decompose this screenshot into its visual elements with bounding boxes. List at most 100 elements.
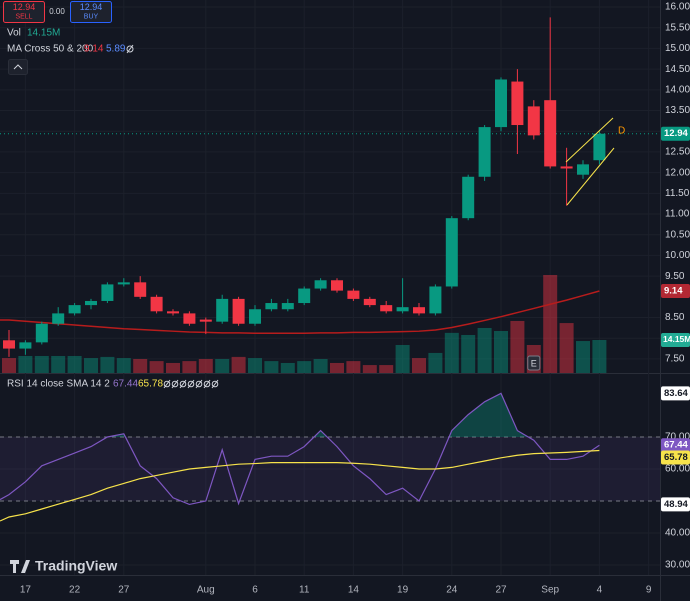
- x-tick-label: Sep: [541, 585, 559, 596]
- plot: E: [0, 17, 660, 522]
- candle-body: [396, 307, 409, 312]
- y-tick-label: 8.50: [665, 312, 685, 323]
- volume-bar: [330, 362, 344, 373]
- axis-value-label: 12.94: [664, 128, 688, 139]
- volume-bar: [231, 356, 246, 373]
- axis-value-tag: [661, 438, 690, 453]
- rsi-tick-label: 30.00: [665, 560, 690, 571]
- candle-body: [527, 106, 540, 136]
- candle-body: [577, 164, 589, 175]
- volume-bar: [412, 358, 426, 373]
- volume-bar: [346, 361, 361, 373]
- candle-body: [347, 290, 360, 299]
- y-tick-label: 13.50: [665, 105, 690, 116]
- hide-icon: [163, 380, 171, 388]
- axis-value-tag: [661, 450, 690, 465]
- volume-bar: [592, 339, 607, 373]
- buy-button[interactable]: [70, 1, 112, 23]
- sell-button[interactable]: [3, 1, 45, 23]
- volume-bar: [362, 365, 377, 373]
- candle-body: [331, 280, 343, 291]
- candle-body: [478, 127, 491, 177]
- volume-bar: [461, 334, 476, 373]
- x-tick-label: Aug: [197, 585, 215, 596]
- candle-body: [232, 298, 245, 324]
- y-tick-label: 15.50: [665, 22, 690, 33]
- volume-bar: [395, 345, 410, 373]
- channel-line: [565, 117, 614, 163]
- axis-value-label: 65.78: [664, 452, 688, 463]
- x-tick-label: 9: [646, 585, 652, 596]
- volume-bar: [133, 359, 148, 373]
- hide-icon: [195, 379, 203, 389]
- volume-bar: [494, 331, 508, 373]
- volume-bar: [198, 359, 213, 373]
- rsi-tick-label: 70.00: [665, 432, 690, 443]
- axis-value-tag: [661, 284, 690, 299]
- volume-bar: [444, 332, 459, 373]
- hide-icon: [179, 379, 187, 389]
- candle-body: [85, 300, 97, 306]
- volume-bar: [297, 361, 312, 373]
- volume-bar: [51, 355, 66, 373]
- rsi-tick-label: 60.00: [665, 464, 690, 475]
- rsi-legend-value: 67.44: [113, 379, 138, 390]
- candle-body: [445, 218, 458, 287]
- volume-bar: [166, 362, 180, 373]
- volume-bar: [576, 341, 590, 373]
- hide-icon: [171, 380, 179, 388]
- candle-body: [462, 176, 475, 219]
- volume-bar: [182, 361, 197, 373]
- volume-bar: [34, 355, 49, 373]
- candle-body: [183, 313, 196, 324]
- y-tick-label: 10.50: [665, 229, 690, 240]
- axis-value-tag: [661, 386, 690, 401]
- volume-bar: [428, 352, 443, 373]
- axis-value-tag: [661, 333, 690, 347]
- x-tick-label: 19: [397, 585, 409, 596]
- candle-body: [134, 282, 147, 297]
- collapse-button[interactable]: [8, 59, 28, 75]
- rsi-band: [0, 437, 660, 502]
- axis-value-label: 67.44: [664, 440, 688, 451]
- x-tick-label: 22: [69, 585, 81, 596]
- volume-bar: [149, 361, 164, 373]
- volume-bar: [264, 361, 279, 373]
- y-tick-label: 12.50: [665, 147, 690, 158]
- candle-body: [495, 79, 507, 128]
- candle-body: [68, 305, 81, 314]
- volume-bar: [477, 327, 492, 373]
- hide-icons: [163, 379, 219, 389]
- x-tick-label: 11: [299, 585, 310, 596]
- volume-bar: [18, 355, 33, 373]
- ma-legend-value: 9.14: [84, 44, 104, 55]
- candle-body: [52, 313, 65, 324]
- logo: TradingView: [10, 558, 117, 574]
- axis-value-label: 48.94: [664, 499, 688, 510]
- ma-legend-value: 5.89: [106, 44, 126, 55]
- hide-icon[interactable]: [126, 44, 134, 54]
- y-tick-label: 10.00: [665, 250, 690, 261]
- hide-icon: [211, 380, 219, 388]
- candle-body: [19, 342, 32, 349]
- overbought-fill: [0, 393, 600, 438]
- y-tick-label: 14.00: [665, 84, 690, 95]
- volume-bar: [280, 362, 295, 373]
- hide-icon: [211, 379, 219, 389]
- candle-body: [249, 309, 261, 324]
- candle-body: [363, 298, 376, 306]
- volume-legend-value: 14.15M: [27, 28, 60, 39]
- rsi-legend-value: 65.78: [138, 379, 163, 390]
- ma-line: [0, 290, 600, 335]
- candle-body: [560, 166, 573, 169]
- y-tick-label: 11.50: [665, 188, 690, 199]
- candle-body: [117, 282, 130, 285]
- buy-price: 12.94: [80, 2, 103, 12]
- x-tick-label: 4: [597, 585, 603, 596]
- candle-body: [593, 133, 606, 161]
- volume-bar: [510, 320, 525, 373]
- volume-bar: [379, 365, 394, 373]
- candle-body: [380, 305, 393, 312]
- x-tick-label: 17: [20, 585, 32, 596]
